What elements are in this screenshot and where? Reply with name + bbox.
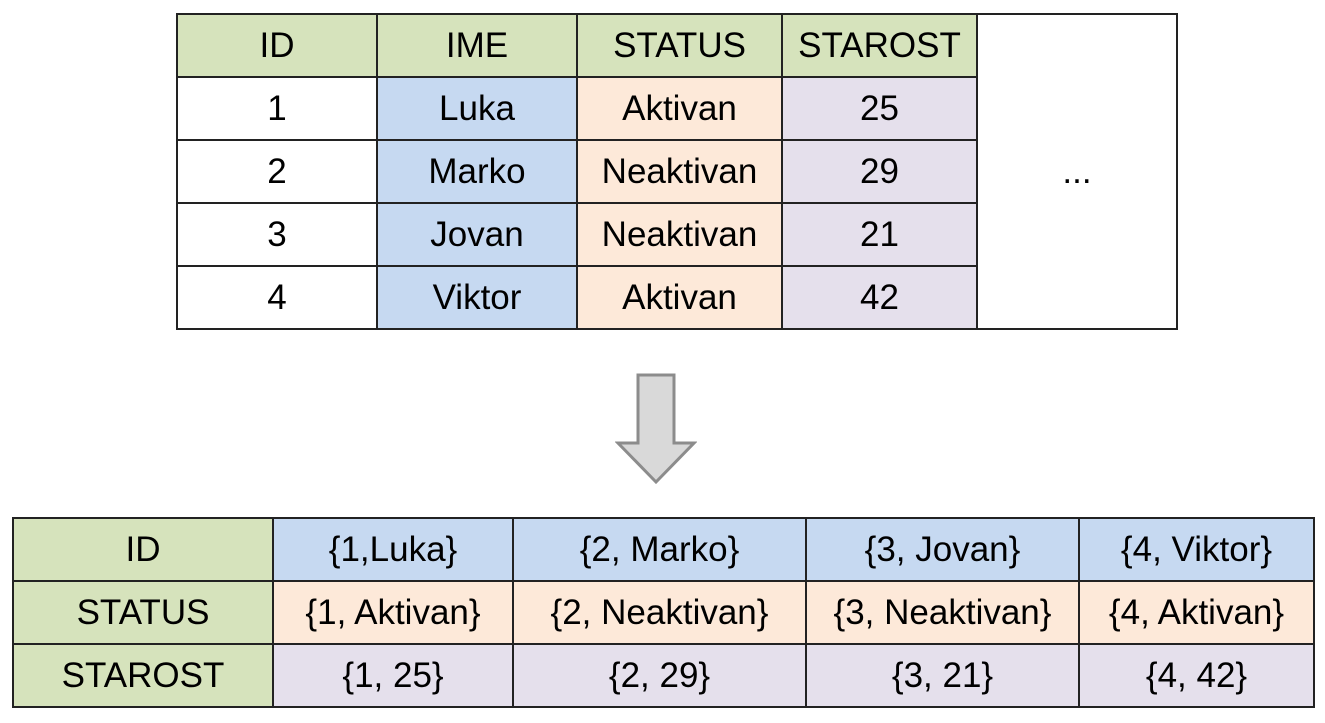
- row-label-starost: STAROST: [12, 643, 274, 708]
- status-cell: Neaktivan: [576, 202, 783, 267]
- name-cell: Marko: [376, 139, 578, 204]
- id-cell: 4: [176, 265, 378, 330]
- id-cell: 1: [176, 76, 378, 141]
- table-row: 4 Viktor Aktivan 42: [176, 265, 1177, 330]
- id-status-pair-cell: {1, Aktivan}: [272, 580, 514, 645]
- ellipsis-cell: ...: [976, 13, 1178, 330]
- name-cell: Luka: [376, 76, 578, 141]
- id-cell: 3: [176, 202, 378, 267]
- down-arrow-shape: [615, 373, 697, 485]
- id-name-pair-cell: {1,Luka}: [272, 517, 514, 582]
- row-label-status: STATUS: [12, 580, 274, 645]
- row-label-id: ID: [12, 517, 274, 582]
- id-age-pair-cell: {2, 29}: [512, 643, 807, 708]
- header-cell-starost: STAROST: [781, 13, 978, 78]
- table-row: STATUS {1, Aktivan} {2, Neaktivan} {3, N…: [12, 580, 1315, 645]
- id-name-pair-cell: {4, Viktor}: [1078, 517, 1315, 582]
- table-row: 3 Jovan Neaktivan 21: [176, 202, 1177, 267]
- id-cell: 2: [176, 139, 378, 204]
- header-cell-ime: IME: [376, 13, 578, 78]
- status-cell: Aktivan: [576, 265, 783, 330]
- id-status-pair-cell: {4, Aktivan}: [1078, 580, 1315, 645]
- name-cell: Viktor: [376, 265, 578, 330]
- column-oriented-table: ID {1,Luka} {2, Marko} {3, Jovan} {4, Vi…: [12, 517, 1315, 708]
- name-cell: Jovan: [376, 202, 578, 267]
- id-age-pair-cell: {1, 25}: [272, 643, 514, 708]
- table-row: 2 Marko Neaktivan 29: [176, 139, 1177, 204]
- header-cell-status: STATUS: [576, 13, 783, 78]
- table-header-row: ID IME STATUS STAROST ...: [176, 13, 1178, 330]
- id-name-pair-cell: {3, Jovan}: [805, 517, 1080, 582]
- table-row: ID {1,Luka} {2, Marko} {3, Jovan} {4, Vi…: [12, 517, 1315, 582]
- age-cell: 25: [781, 76, 978, 141]
- header-cell-id: ID: [176, 13, 378, 78]
- table-row: STAROST {1, 25} {2, 29} {3, 21} {4, 42}: [12, 643, 1315, 708]
- id-status-pair-cell: {3, Neaktivan}: [805, 580, 1080, 645]
- age-cell: 42: [781, 265, 978, 330]
- age-cell: 29: [781, 139, 978, 204]
- down-arrow-icon: [615, 373, 697, 485]
- table-row: 1 Luka Aktivan 25: [176, 76, 1177, 141]
- row-oriented-table: ID IME STATUS STAROST ... 1 Luka Aktivan…: [176, 13, 1178, 330]
- id-age-pair-cell: {3, 21}: [805, 643, 1080, 708]
- age-cell: 21: [781, 202, 978, 267]
- status-cell: Neaktivan: [576, 139, 783, 204]
- id-status-pair-cell: {2, Neaktivan}: [512, 580, 807, 645]
- status-cell: Aktivan: [576, 76, 783, 141]
- id-name-pair-cell: {2, Marko}: [512, 517, 807, 582]
- id-age-pair-cell: {4, 42}: [1078, 643, 1315, 708]
